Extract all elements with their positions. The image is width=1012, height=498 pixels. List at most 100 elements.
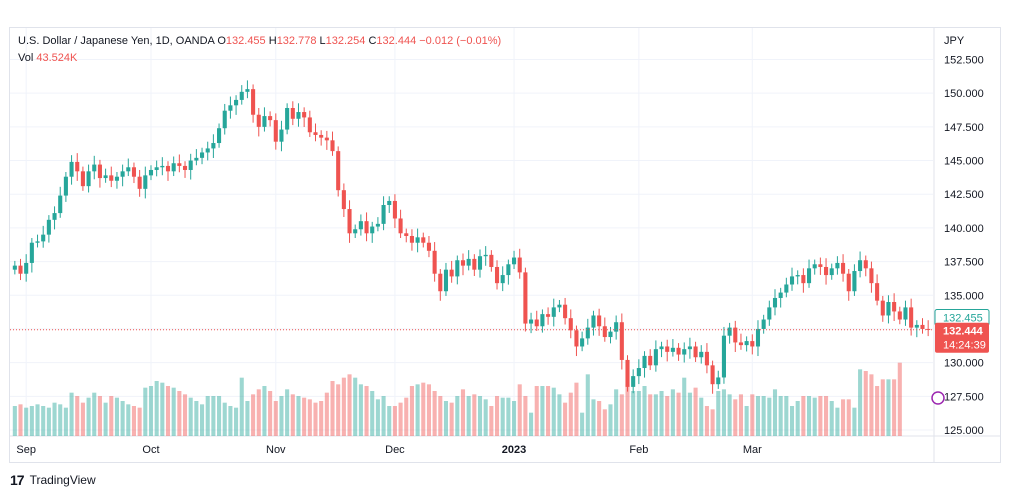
volume-bar (188, 397, 193, 436)
candle-body (529, 319, 534, 324)
candle-body (693, 346, 698, 358)
candle-body (177, 163, 182, 166)
volume-bar (778, 396, 783, 436)
volume-bar (131, 406, 137, 436)
candle-body (835, 262, 840, 269)
volume-bar (676, 392, 681, 436)
candle-body (415, 237, 420, 243)
price-tick-label: 130.000 (944, 358, 984, 370)
volume-bar (336, 384, 341, 436)
tradingview-branding[interactable]: 17 TradingView (10, 472, 96, 488)
volume-bar (653, 394, 658, 436)
candle-body (69, 161, 74, 177)
candle-body (784, 284, 789, 293)
candle-body (812, 264, 817, 269)
price-tick-label: 145.000 (944, 156, 984, 168)
volume-bar (285, 389, 290, 436)
volume-bar (744, 406, 749, 436)
volume-bar (829, 401, 834, 436)
candle-body (41, 234, 46, 242)
close-value: 132.444 (376, 35, 417, 47)
candle-body (222, 110, 227, 129)
volume-bar (750, 394, 755, 436)
symbol-title: U.S. Dollar / Japanese Yen, 1D, OANDA (18, 35, 215, 47)
open-label: O (217, 35, 226, 47)
candle-body (137, 176, 142, 189)
candle-body (477, 256, 483, 270)
volume-bar (812, 397, 817, 436)
volume-bar (137, 407, 142, 436)
candle-body (114, 176, 119, 181)
candle-body (829, 268, 834, 276)
candle-body (858, 260, 863, 272)
candle-body (914, 324, 919, 328)
volume-bar (234, 407, 239, 436)
candle-body (336, 151, 341, 191)
candle-body (75, 161, 80, 172)
candle-body (313, 132, 318, 135)
low-value: 132.254 (325, 35, 366, 47)
candle-body (302, 112, 307, 118)
volume-bar (341, 377, 346, 436)
volume-bar (602, 409, 607, 436)
volume-bar (892, 379, 897, 436)
candle-body (199, 152, 205, 158)
volume-bar (86, 397, 91, 436)
countdown-label: 14:24:39 (943, 340, 986, 352)
candle-body (205, 148, 210, 153)
volume-bar (841, 399, 846, 436)
candle-body (239, 91, 244, 100)
volume-bar (12, 406, 17, 436)
open-value: 132.455 (225, 35, 266, 47)
volume-bar (245, 401, 250, 436)
volume-bar (313, 402, 318, 436)
time-tick-label: Feb (629, 444, 648, 456)
volume-bar (460, 389, 466, 436)
candle-body (619, 322, 624, 360)
candle-body (778, 292, 783, 298)
candle-body (251, 89, 256, 115)
candle-body (319, 134, 324, 138)
candle-body (772, 297, 778, 308)
candle-body (143, 175, 148, 189)
volume-bar (63, 407, 68, 436)
volume-bar (205, 396, 210, 436)
volume-bar (296, 396, 301, 436)
volume-bar (126, 404, 131, 436)
volume-bar (392, 406, 397, 436)
volume-bar (421, 382, 426, 436)
candle-body (245, 89, 250, 92)
volume-bar (875, 386, 880, 436)
candle-body (18, 265, 23, 274)
volume-bar (693, 387, 698, 436)
candle-body (392, 200, 397, 219)
volume-legend: Vol 43.524K (18, 52, 77, 64)
volume-bar (557, 394, 562, 436)
volume-bar (784, 396, 789, 436)
volume-bar (177, 391, 182, 436)
candle-body (148, 169, 154, 176)
candle-body (285, 108, 290, 130)
volume-bar (148, 386, 154, 436)
candle-body (109, 175, 114, 181)
volume-bar (398, 402, 403, 436)
time-tick-label: Sep (16, 444, 36, 456)
tradingview-logo-icon: 17 (10, 472, 25, 488)
candle-body (370, 226, 375, 234)
volume-bar (699, 397, 704, 436)
candle-body (517, 257, 522, 273)
volume-bar (443, 401, 449, 436)
volume-bar (426, 384, 431, 436)
volume-bar (302, 397, 307, 436)
volume-bar (886, 379, 891, 436)
candle-body (449, 269, 454, 277)
candle-body (228, 105, 233, 111)
candle-body (29, 242, 34, 263)
volume-bar (364, 386, 369, 436)
candle-body (733, 327, 738, 343)
time-tick-label: 2023 (502, 444, 526, 456)
candle-body (869, 268, 874, 284)
alert-marker-icon (931, 391, 945, 405)
candle-body (217, 128, 222, 144)
